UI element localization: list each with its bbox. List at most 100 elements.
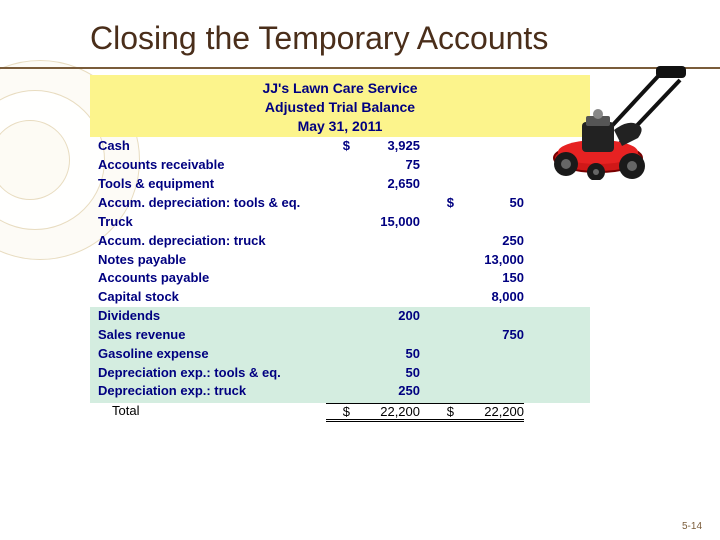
debit-amount: 2,650	[350, 175, 420, 194]
debit-currency	[326, 175, 350, 194]
account-name: Truck	[94, 213, 326, 232]
credit-amount	[454, 307, 524, 326]
credit-currency	[420, 175, 454, 194]
debit-amount	[350, 326, 420, 345]
table-row: Accum. depreciation: tools & eq.$50	[90, 194, 590, 213]
credit-currency	[420, 251, 454, 270]
credit-currency	[420, 137, 454, 156]
total-credit: 22,200	[454, 403, 524, 422]
table-row: Cash$3,925	[90, 137, 590, 156]
debit-currency	[326, 288, 350, 307]
total-credit-currency: $	[420, 403, 454, 422]
debit-currency	[326, 382, 350, 401]
debit-currency	[326, 269, 350, 288]
page-number: 5-14	[682, 521, 702, 532]
credit-amount	[454, 156, 524, 175]
credit-currency	[420, 326, 454, 345]
table-row: Notes payable 13,000	[90, 251, 590, 270]
account-name: Gasoline expense	[94, 345, 326, 364]
credit-amount: 150	[454, 269, 524, 288]
debit-amount	[350, 251, 420, 270]
debit-currency: $	[326, 137, 350, 156]
table-header-date: May 31, 2011	[90, 117, 590, 136]
debit-amount: 75	[350, 156, 420, 175]
table-row: Sales revenue 750	[90, 326, 590, 345]
debit-currency	[326, 251, 350, 270]
credit-amount	[454, 137, 524, 156]
credit-currency	[420, 269, 454, 288]
account-name: Accounts payable	[94, 269, 326, 288]
credit-currency	[420, 288, 454, 307]
account-name: Tools & equipment	[94, 175, 326, 194]
credit-currency	[420, 345, 454, 364]
lawnmower-icon	[554, 66, 686, 180]
debit-amount: 3,925	[350, 137, 420, 156]
total-debit: 22,200	[350, 403, 420, 422]
account-name: Depreciation exp.: tools & eq.	[94, 364, 326, 383]
table-row: Capital stock 8,000	[90, 288, 590, 307]
debit-currency	[326, 213, 350, 232]
credit-currency	[420, 364, 454, 383]
debit-currency	[326, 345, 350, 364]
table-row: Accounts payable 150	[90, 269, 590, 288]
table-row: Truck 15,000	[90, 213, 590, 232]
table-row: Dividends 200	[90, 307, 590, 326]
table-row: Accounts receivable 75	[90, 156, 590, 175]
debit-currency	[326, 307, 350, 326]
account-name: Dividends	[94, 307, 326, 326]
account-name: Accounts receivable	[94, 156, 326, 175]
debit-amount	[350, 232, 420, 251]
credit-amount: 750	[454, 326, 524, 345]
table-row: Accum. depreciation: truck 250	[90, 232, 590, 251]
credit-amount	[454, 175, 524, 194]
table-row: Depreciation exp.: tools & eq. 50	[90, 364, 590, 383]
account-name: Sales revenue	[94, 326, 326, 345]
lawnmower-illustration	[552, 60, 692, 180]
debit-amount: 50	[350, 345, 420, 364]
table-row: Depreciation exp.: truck 250	[90, 382, 590, 401]
permanent-accounts: Cash$3,925Accounts receivable75Tools & e…	[90, 137, 590, 307]
credit-currency	[420, 213, 454, 232]
table-row: Tools & equipment 2,650	[90, 175, 590, 194]
credit-currency	[420, 156, 454, 175]
credit-currency	[420, 307, 454, 326]
debit-amount	[350, 269, 420, 288]
debit-amount: 50	[350, 364, 420, 383]
credit-amount	[454, 382, 524, 401]
account-name: Capital stock	[94, 288, 326, 307]
credit-amount: 250	[454, 232, 524, 251]
debit-amount	[350, 194, 420, 213]
account-name: Accum. depreciation: tools & eq.	[94, 194, 326, 213]
slide-container: Closing the Temporary Accounts JJ's Lawn…	[0, 0, 720, 540]
credit-amount: 8,000	[454, 288, 524, 307]
account-name: Notes payable	[94, 251, 326, 270]
debit-amount	[350, 288, 420, 307]
table-header-statement: Adjusted Trial Balance	[90, 98, 590, 117]
total-debit-currency: $	[326, 403, 350, 422]
credit-amount	[454, 213, 524, 232]
credit-amount: 50	[454, 194, 524, 213]
account-name: Cash	[94, 137, 326, 156]
slide-title: Closing the Temporary Accounts	[90, 20, 690, 57]
total-row: Total $ 22,200 $ 22,200	[90, 403, 590, 422]
credit-amount	[454, 364, 524, 383]
credit-currency	[420, 382, 454, 401]
table-header: JJ's Lawn Care Service Adjusted Trial Ba…	[90, 75, 590, 138]
total-label: Total	[94, 403, 326, 422]
credit-amount: 13,000	[454, 251, 524, 270]
credit-amount	[454, 345, 524, 364]
account-name: Accum. depreciation: truck	[94, 232, 326, 251]
debit-amount: 15,000	[350, 213, 420, 232]
debit-currency	[326, 364, 350, 383]
debit-currency	[326, 156, 350, 175]
trial-balance-table: JJ's Lawn Care Service Adjusted Trial Ba…	[90, 75, 590, 422]
account-name: Depreciation exp.: truck	[94, 382, 326, 401]
debit-currency	[326, 194, 350, 213]
credit-currency	[420, 232, 454, 251]
debit-amount: 200	[350, 307, 420, 326]
temporary-accounts-highlight: Dividends200Sales revenue750Gasoline exp…	[90, 307, 590, 403]
debit-currency	[326, 326, 350, 345]
table-row: Gasoline expense 50	[90, 345, 590, 364]
table-header-company: JJ's Lawn Care Service	[90, 79, 590, 98]
debit-amount: 250	[350, 382, 420, 401]
